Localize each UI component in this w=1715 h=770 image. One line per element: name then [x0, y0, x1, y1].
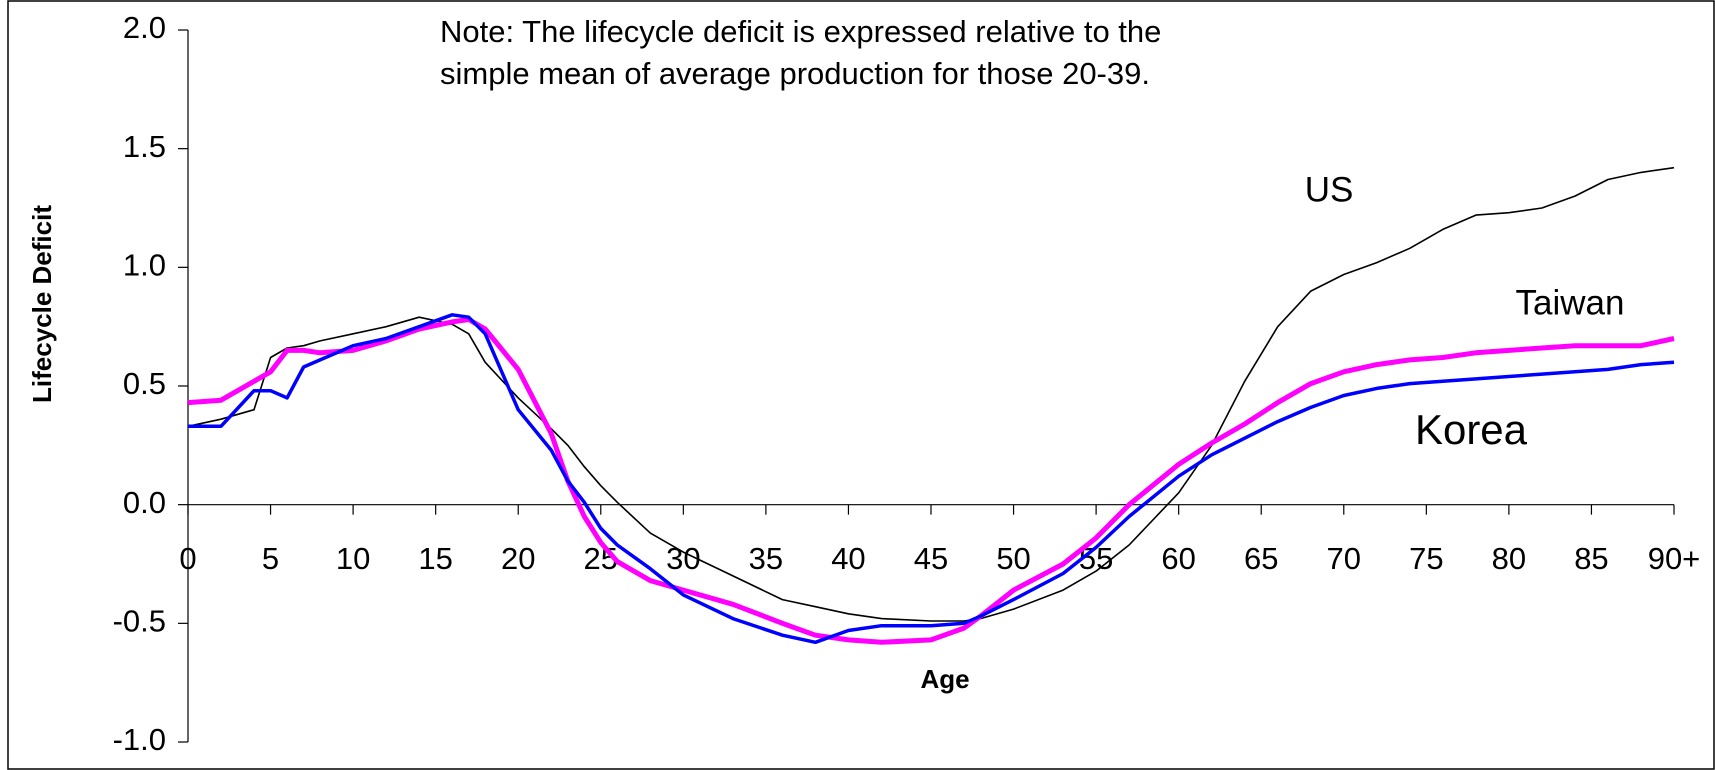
series-label: Korea: [1415, 406, 1528, 453]
x-tick-label: 35: [749, 541, 783, 576]
series-line: [187, 317, 1675, 645]
y-tick-label: -1.0: [113, 722, 166, 757]
x-tick-label: 40: [831, 541, 865, 576]
x-axis-title: Age: [920, 664, 969, 694]
y-axis-title: Lifecycle Deficit: [27, 205, 57, 403]
x-tick-label: 45: [914, 541, 948, 576]
x-tick-label: 60: [1161, 541, 1195, 576]
x-tick-label: 70: [1327, 541, 1361, 576]
y-tick-label: 2.0: [123, 10, 166, 45]
note-line: simple mean of average production for th…: [440, 56, 1150, 91]
x-tick-label: 75: [1409, 541, 1443, 576]
x-tick-label: 85: [1574, 541, 1608, 576]
series-label: US: [1305, 170, 1354, 209]
x-tick-label: 20: [501, 541, 535, 576]
y-tick-label: 0.5: [123, 366, 166, 401]
y-tick-label: 1.0: [123, 248, 166, 283]
y-tick-label: 1.5: [123, 129, 166, 164]
x-tick-label: 15: [418, 541, 452, 576]
x-tick-label: 80: [1492, 541, 1526, 576]
series-label: Taiwan: [1516, 283, 1625, 322]
series-line: [187, 166, 1675, 622]
x-tick-label: 0: [179, 541, 196, 576]
x-tick-label: 90+: [1648, 541, 1701, 576]
series-line: [188, 313, 1675, 645]
x-tick-label: 50: [996, 541, 1030, 576]
y-tick-label: 0.0: [123, 485, 166, 520]
x-tick-label: 5: [262, 541, 279, 576]
frame: [7, 0, 1715, 770]
note-line: Note: The lifecycle deficit is expressed…: [440, 14, 1161, 49]
x-tick-label: 10: [336, 541, 370, 576]
x-tick-label: 65: [1244, 541, 1278, 576]
y-tick-label: -0.5: [113, 604, 166, 639]
